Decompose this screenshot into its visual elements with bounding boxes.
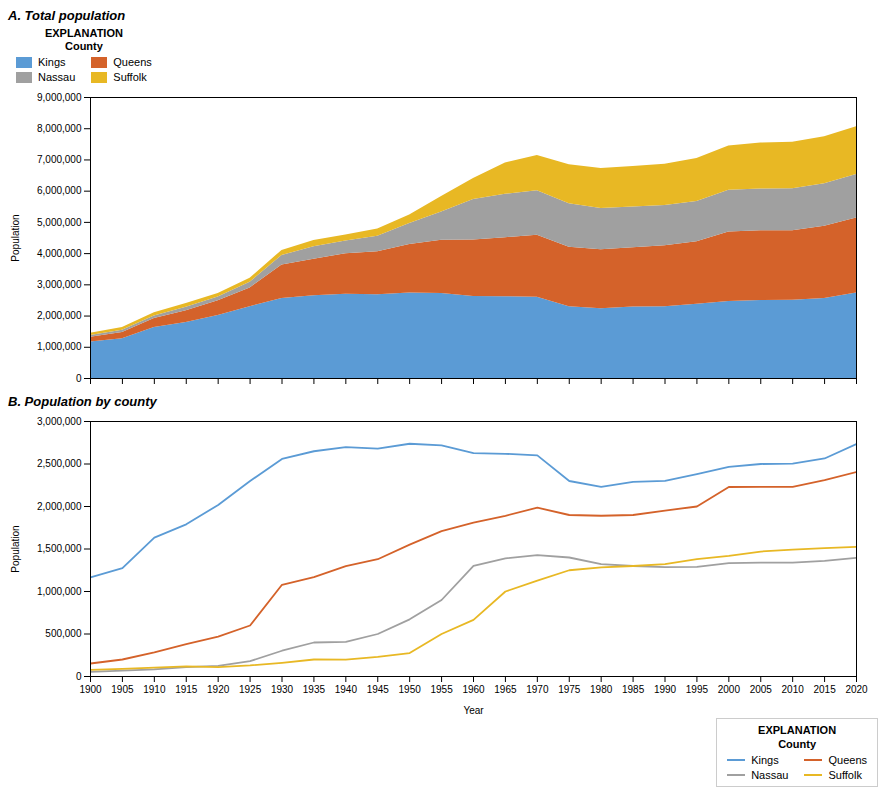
html-text:Suffolk: Suffolk [113,71,147,84]
svg-text:2000: 2000 [718,684,741,695]
svg-text:2010: 2010 [782,684,805,695]
html-text:Queens: Queens [113,56,152,69]
svg-text:7,000,000: 7,000,000 [37,155,82,166]
html-text:EXPLANATION: EXPLANATION [44,27,123,39]
html-text:EXPLANATION: EXPLANATION [758,724,837,737]
svg-text:1900: 1900 [79,684,102,695]
html-text:Kings: Kings [38,56,66,69]
svg-text:3,000,000: 3,000,000 [37,279,82,290]
svg-text:8,000,000: 8,000,000 [37,123,82,134]
svg-text:0: 0 [76,373,82,384]
html-text:B. Population by county: B. Population by county [8,394,157,410]
html-text:Suffolk: Suffolk [828,768,862,781]
svg-text:1955: 1955 [430,684,453,695]
svg-text:9,000,000: 9,000,000 [37,92,82,103]
svg-text:4,000,000: 4,000,000 [37,248,82,259]
html-text:Queens: Queens [828,753,867,766]
html-text:Kings: Kings [751,753,779,766]
svg-text:Year: Year [463,705,484,716]
svg-text:1,000,000: 1,000,000 [37,586,82,597]
svg-text:1910: 1910 [143,684,166,695]
svg-text:1,000,000: 1,000,000 [37,342,82,353]
svg-text:2005: 2005 [750,684,773,695]
svg-text:1950: 1950 [399,684,422,695]
html-text:County: County [65,40,103,53]
svg-text:Population: Population [10,526,21,573]
svg-text:500,000: 500,000 [45,629,82,640]
html-text:County: County [778,737,816,750]
svg-text:3,000,000: 3,000,000 [37,416,82,427]
svg-text:2020: 2020 [845,684,868,695]
svg-text:1965: 1965 [494,684,517,695]
svg-text:1980: 1980 [590,684,613,695]
svg-text:1915: 1915 [175,684,198,695]
html-text:Nassau: Nassau [751,768,789,781]
svg-text:1960: 1960 [462,684,485,695]
svg-text:1995: 1995 [686,684,709,695]
svg-text:1930: 1930 [271,684,294,695]
svg-text:2,000,000: 2,000,000 [37,501,82,512]
html-text:A. Total population: A. Total population [8,8,126,23]
svg-text:1975: 1975 [558,684,581,695]
svg-text:0: 0 [76,671,82,682]
svg-text:6,000,000: 6,000,000 [37,186,82,197]
svg-text:2,000,000: 2,000,000 [37,311,82,322]
html-text:Nassau: Nassau [38,71,76,84]
svg-text:2015: 2015 [813,684,836,695]
svg-text:2,500,000: 2,500,000 [37,459,82,470]
svg-text:1970: 1970 [526,684,549,695]
svg-text:1,500,000: 1,500,000 [37,544,82,555]
svg-text:5,000,000: 5,000,000 [37,217,82,228]
svg-text:Population: Population [10,215,21,262]
svg-text:1990: 1990 [654,684,677,695]
svg-text:1905: 1905 [111,684,134,695]
svg-text:1935: 1935 [303,684,326,695]
svg-text:1985: 1985 [622,684,645,695]
svg-text:1945: 1945 [367,684,390,695]
svg-text:1925: 1925 [239,684,262,695]
svg-text:1940: 1940 [335,684,358,695]
svg-text:1920: 1920 [207,684,230,695]
